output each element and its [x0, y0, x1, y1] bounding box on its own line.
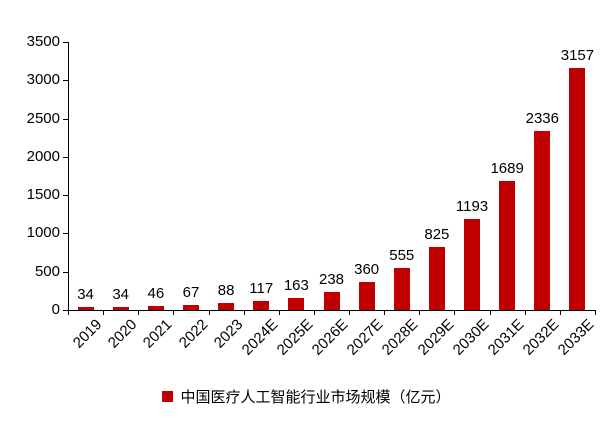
legend-label: 中国医疗人工智能行业市场规模（亿元） [180, 389, 451, 406]
x-tick-label: 2028E [379, 316, 422, 359]
bar-value-label: 1689 [490, 159, 524, 177]
bar [147, 306, 164, 310]
x-tick-mark [349, 311, 351, 315]
y-tick-mark [63, 233, 68, 235]
bar-value-label: 360 [354, 261, 380, 279]
x-tick-mark [138, 311, 140, 315]
x-tick-label: 2019 [69, 316, 106, 352]
y-tick-mark [63, 118, 68, 120]
bar-value-label: 3157 [560, 47, 595, 65]
x-tick-mark [208, 311, 210, 315]
bar [428, 246, 445, 310]
x-tick-mark [173, 311, 175, 315]
x-tick-mark [313, 311, 315, 315]
x-tick-label: 2020 [105, 316, 141, 352]
bar [182, 304, 199, 310]
y-tick-mark [63, 271, 68, 273]
x-tick-mark [278, 311, 280, 315]
bar-value-label: 555 [389, 246, 415, 264]
y-tick-label: 1500 [26, 186, 60, 204]
x-tick-label: 2025E [273, 316, 317, 359]
bar-value-label: 46 [147, 285, 165, 303]
y-tick-mark [63, 156, 68, 158]
bar-value-label: 88 [217, 282, 235, 300]
x-tick-label: 2021 [140, 316, 176, 352]
bar [288, 297, 305, 310]
bar [253, 301, 270, 310]
x-tick-label: 2027E [343, 316, 387, 359]
y-tick-label: 500 [34, 262, 60, 280]
x-tick-mark [524, 311, 526, 315]
y-tick-mark [63, 195, 68, 197]
y-tick-label: 1000 [26, 224, 60, 242]
x-tick-label: 2030E [449, 316, 493, 359]
bar-value-label: 67 [182, 283, 200, 301]
plot-area [68, 42, 596, 311]
bar [393, 267, 410, 310]
bar-value-label: 34 [77, 286, 94, 304]
y-tick-label: 2500 [26, 109, 60, 127]
bar [358, 282, 375, 310]
y-tick-mark [63, 42, 68, 43]
y-tick-label: 2000 [26, 147, 60, 165]
x-tick-mark [595, 311, 596, 315]
x-tick-mark [559, 311, 561, 315]
bar-value-label: 117 [249, 280, 274, 298]
bar-value-label: 2336 [525, 110, 559, 128]
x-tick-mark [68, 311, 69, 315]
x-tick-mark [384, 311, 386, 315]
bar [77, 307, 94, 310]
bar [464, 218, 481, 310]
bar [323, 291, 340, 310]
bar [534, 131, 551, 310]
bar [112, 307, 129, 310]
bar-value-label: 34 [112, 286, 130, 304]
x-tick-mark [454, 311, 456, 315]
bar-value-label: 238 [318, 270, 345, 288]
bar-value-label: 163 [283, 276, 309, 294]
bar [218, 303, 235, 310]
bar-value-label: 1193 [455, 197, 489, 215]
legend-marker-icon [162, 391, 174, 402]
x-tick-label: 2022 [175, 316, 211, 352]
y-tick-mark [63, 310, 68, 311]
x-tick-mark [243, 311, 245, 315]
legend: 中国医疗人工智能行业市场规模（亿元） [0, 386, 613, 407]
x-tick-mark [489, 311, 491, 315]
x-tick-label: 2029E [414, 316, 457, 359]
x-tick-label: 2032E [519, 316, 563, 359]
x-tick-label: 2033E [554, 316, 598, 359]
x-tick-label: 2031E [484, 316, 528, 359]
bar-value-label: 825 [424, 225, 450, 243]
y-tick-label: 0 [51, 301, 60, 318]
y-tick-label: 3500 [26, 33, 60, 50]
x-tick-label: 2024E [238, 316, 282, 359]
bar [569, 68, 586, 310]
x-tick-label: 2026E [308, 316, 352, 359]
x-tick-mark [419, 311, 421, 315]
y-tick-label: 3000 [26, 71, 60, 89]
y-tick-mark [63, 80, 68, 82]
bar [499, 180, 516, 310]
x-tick-mark [103, 311, 105, 315]
